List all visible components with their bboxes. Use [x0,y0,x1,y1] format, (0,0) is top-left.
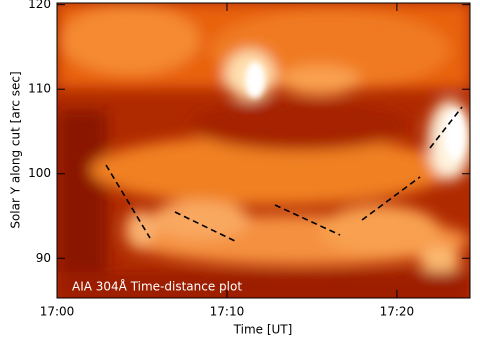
plot-frame [56,2,471,299]
y-tick-label: 90 [36,251,51,265]
y-tick-label: 100 [28,166,51,180]
x-tick-label: 17:00 [40,305,75,319]
x-tick-label: 17:10 [210,305,245,319]
x-axis-label: Time [UT] [233,323,293,337]
y-axis-label: Solar Y along cut [arc sec] [9,71,23,228]
image [57,3,470,298]
y-tick-label: 120 [28,0,51,11]
annotation: AIA 304Å Time-distance plot [72,279,242,294]
y-tick-label: 110 [28,82,51,96]
x-tick-label: 17:20 [380,305,415,319]
fit-lines [105,106,463,243]
